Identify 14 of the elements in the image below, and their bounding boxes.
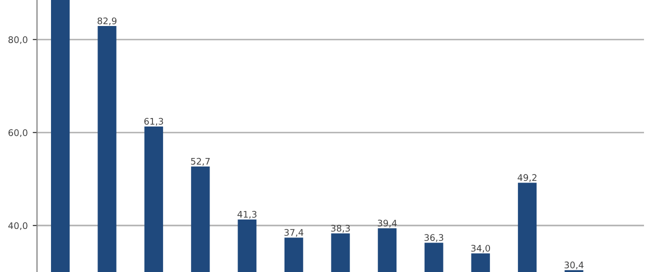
data-label: 52,7 (191, 158, 210, 166)
data-label: 39,4 (378, 220, 397, 228)
data-label: 36,3 (424, 234, 444, 242)
data-label: 82,9 (98, 17, 116, 26)
y-tick-label: 40,0 (8, 222, 28, 230)
data-label: 38,3 (331, 224, 350, 233)
data-label: 61,3 (144, 118, 164, 126)
data-label: 41,3 (238, 210, 256, 219)
y-tick-label: 80,0 (8, 36, 28, 44)
data-label: 30,4 (564, 262, 584, 270)
data-label: 37,4 (284, 229, 304, 237)
y-tick-label: 60,0 (8, 129, 28, 137)
data-label: 34,0 (471, 244, 490, 253)
data-label: 49,2 (518, 174, 536, 182)
